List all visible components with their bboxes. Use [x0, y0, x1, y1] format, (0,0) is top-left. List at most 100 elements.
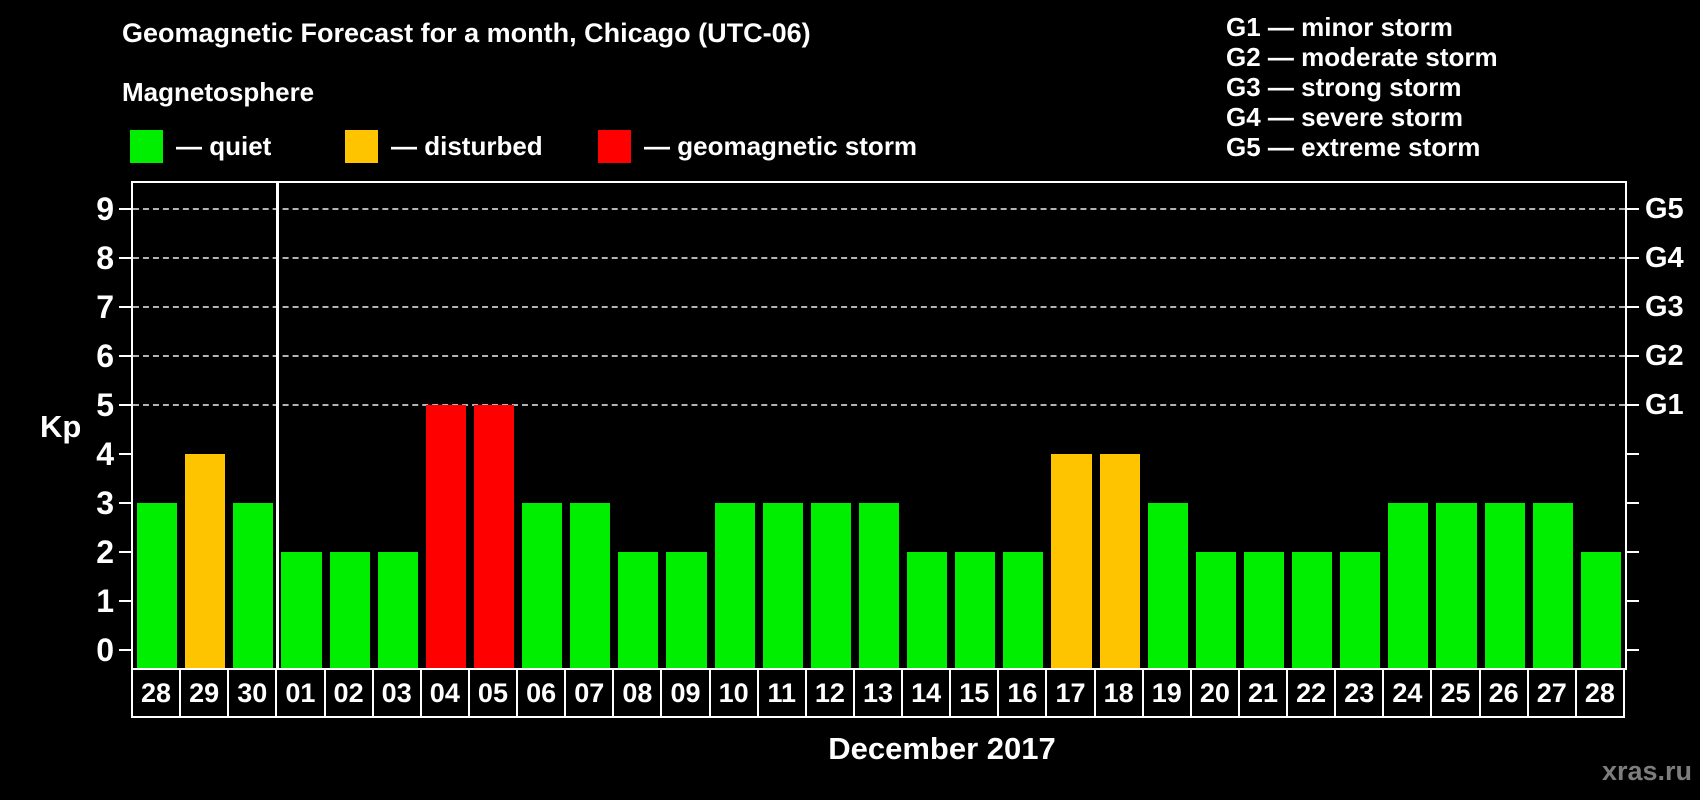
gridline-kp-6	[133, 355, 1625, 357]
x-label-day-01: 01	[275, 668, 326, 718]
g-axis-label-G2: G2	[1645, 340, 1684, 372]
x-label-day-02: 02	[323, 668, 374, 718]
bar-day-26	[1484, 503, 1525, 668]
x-label-day-18: 18	[1093, 668, 1144, 718]
right-tick-kp-3	[1627, 502, 1639, 504]
x-axis-title: December 2017	[828, 731, 1056, 766]
left-tick-kp-1	[119, 600, 131, 602]
bar-day-28	[1580, 552, 1621, 668]
x-label-day-06: 06	[516, 668, 567, 718]
x-label-day-12: 12	[804, 668, 855, 718]
x-label-day-17: 17	[1045, 668, 1096, 718]
x-label-day-03: 03	[371, 668, 422, 718]
y-tick-label-8: 8	[96, 240, 114, 276]
g-legend-line-4: G4 — severe storm	[1226, 102, 1464, 132]
y-tick-label-5: 5	[96, 387, 114, 423]
g-legend-line-3: G3 — strong storm	[1226, 72, 1462, 102]
x-label-day-07: 07	[564, 668, 615, 718]
y-tick-label-6: 6	[96, 338, 114, 374]
x-label-day-08: 08	[612, 668, 663, 718]
x-label-day-23: 23	[1334, 668, 1385, 718]
x-label-day-20: 20	[1189, 668, 1240, 718]
g-legend-line-2: G2 — moderate storm	[1226, 42, 1498, 72]
right-tick-kp-9	[1627, 208, 1639, 210]
x-label-day-04: 04	[419, 668, 470, 718]
x-label-day-24: 24	[1382, 668, 1433, 718]
legend-label-storm: — geomagnetic storm	[644, 131, 918, 161]
legend-swatch-storm	[598, 130, 631, 163]
x-label-day-26: 26	[1478, 668, 1529, 718]
g-legend-line-1: G1 — minor storm	[1226, 12, 1453, 42]
gridline-kp-7	[133, 306, 1625, 308]
y-tick-label-2: 2	[96, 534, 114, 570]
y-axis-title: Kp	[40, 409, 82, 444]
bar-day-29	[185, 454, 226, 668]
bar-day-22	[1292, 552, 1333, 668]
legend-swatch-disturbed	[345, 130, 378, 163]
x-label-day-09: 09	[660, 668, 711, 718]
bar-day-09	[666, 552, 707, 668]
x-label-day-13: 13	[852, 668, 904, 718]
g-axis-label-G4: G4	[1645, 242, 1684, 274]
x-label-day-05: 05	[467, 668, 519, 718]
bar-day-15	[955, 552, 996, 668]
right-tick-kp-5	[1627, 404, 1639, 406]
left-tick-kp-4	[119, 453, 131, 455]
bar-day-04	[425, 405, 466, 668]
right-tick-kp-7	[1627, 306, 1639, 308]
bar-day-18	[1099, 454, 1140, 668]
bar-day-25	[1436, 503, 1477, 668]
left-tick-kp-9	[119, 208, 131, 210]
g-scale-legend: G1 — minor storm G2 — moderate storm G3 — …	[1226, 12, 1498, 162]
x-label-day-14: 14	[901, 668, 952, 718]
bar-day-03	[377, 552, 418, 668]
y-tick-label-3: 3	[96, 485, 114, 521]
g-axis-label-G5: G5	[1645, 193, 1684, 225]
left-tick-kp-0	[119, 649, 131, 651]
bar-day-30	[233, 503, 274, 668]
bar-day-16	[1003, 552, 1044, 668]
bar-day-24	[1388, 503, 1429, 668]
x-label-day-10: 10	[708, 668, 759, 718]
legend-swatch-quiet	[130, 130, 163, 163]
gridline-kp-8	[133, 257, 1625, 259]
y-tick-label-4: 4	[96, 436, 114, 472]
x-label-day-22: 22	[1286, 668, 1337, 718]
left-tick-kp-7	[119, 306, 131, 308]
legend-item-disturbed: — disturbed	[345, 130, 543, 163]
bar-day-21	[1243, 552, 1285, 668]
x-label-day-28: 28	[1574, 668, 1625, 718]
x-label-day-28: 28	[131, 668, 182, 718]
bar-day-12	[810, 503, 851, 668]
right-tick-kp-1	[1627, 600, 1639, 602]
bar-day-01	[281, 552, 322, 668]
bar-day-20	[1195, 552, 1236, 668]
y-tick-label-9: 9	[96, 191, 114, 227]
bar-day-14	[907, 552, 948, 668]
watermark-xras-ru: xras.ru	[1601, 756, 1692, 786]
bar-day-02	[329, 552, 370, 668]
right-tick-kp-6	[1627, 355, 1639, 357]
y-tick-label-1: 1	[96, 583, 114, 619]
bar-day-13	[858, 503, 900, 668]
x-label-day-25: 25	[1430, 668, 1481, 718]
legend-label-disturbed: — disturbed	[391, 131, 543, 161]
left-tick-kp-2	[119, 551, 131, 553]
bar-day-06	[522, 503, 563, 668]
gridline-kp-9	[133, 208, 1625, 210]
right-tick-kp-2	[1627, 551, 1639, 553]
chart-title: Geomagnetic Forecast for a month, Chicag…	[122, 18, 811, 48]
left-tick-kp-5	[119, 404, 131, 406]
x-label-day-11: 11	[756, 668, 807, 718]
bar-day-07	[570, 503, 611, 668]
legend-item-storm: — geomagnetic storm	[598, 130, 917, 163]
bar-day-28	[137, 503, 178, 668]
x-label-day-15: 15	[949, 668, 1000, 718]
bar-day-23	[1340, 552, 1381, 668]
left-tick-kp-3	[119, 502, 131, 504]
legend-item-quiet: — quiet	[130, 130, 271, 163]
month-separator-line	[275, 183, 279, 668]
x-label-day-30: 30	[227, 668, 278, 718]
bar-day-08	[618, 552, 659, 668]
